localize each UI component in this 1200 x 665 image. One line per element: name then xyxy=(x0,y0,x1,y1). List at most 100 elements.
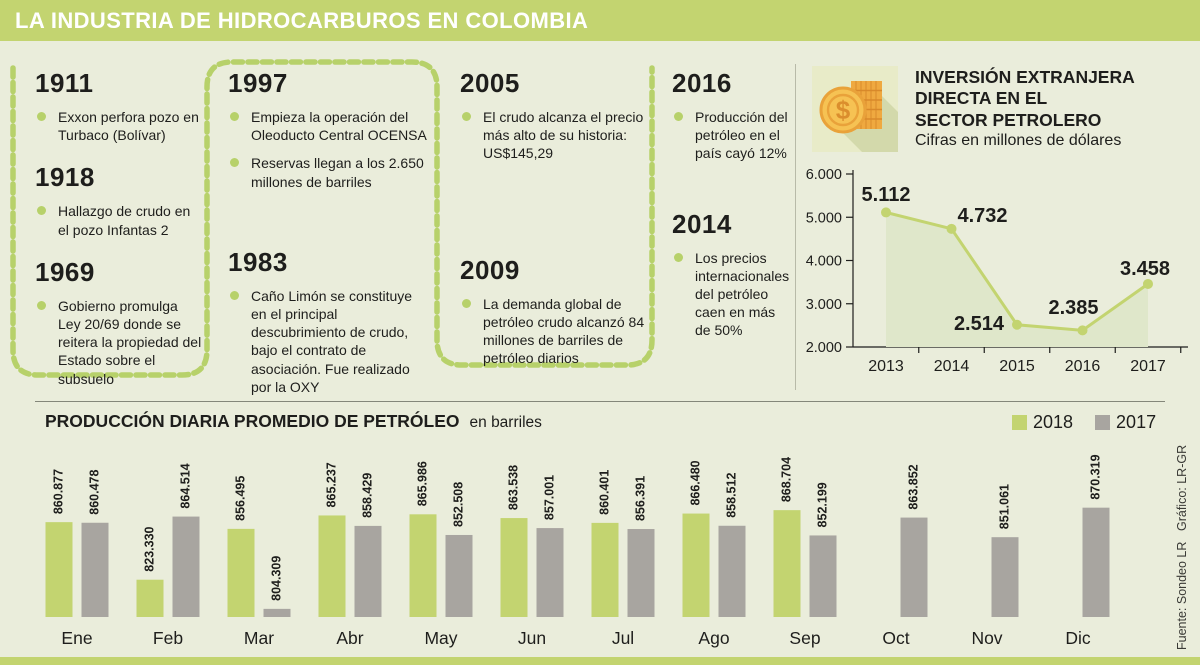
timeline-column-1: 1911 Exxon perfora pozo en Turbaco (Bolív… xyxy=(35,68,203,406)
svg-text:858.429: 858.429 xyxy=(360,473,374,518)
bullet-dot-icon xyxy=(674,252,683,262)
bullet-dot-icon xyxy=(462,112,471,121)
legend-item-2018: 2018 xyxy=(1012,412,1073,433)
legend-swatch-2017 xyxy=(1095,415,1111,430)
timeline-year: 1911 xyxy=(35,68,94,98)
timeline-bullet: Los precios internacionales del petróleo… xyxy=(672,249,790,340)
timeline-event-1911: 1911 Exxon perfora pozo en Turbaco (Bolív… xyxy=(35,68,203,144)
svg-text:$: $ xyxy=(836,95,851,125)
svg-text:Ago: Ago xyxy=(698,628,729,648)
graphic-credit: Gráfico: LR-GR xyxy=(1175,444,1189,531)
svg-text:3.458: 3.458 xyxy=(1120,258,1170,280)
timeline-year: 1983 xyxy=(228,246,288,277)
timeline-column-4: 2016 Producción del petróleo en el país c… xyxy=(672,68,790,386)
timeline-event-1969: 1969 Gobierno promulga Ley 20/69 donde se… xyxy=(35,257,203,388)
svg-text:823.330: 823.330 xyxy=(142,526,156,571)
bullet-dot-icon xyxy=(37,300,46,310)
svg-text:852.508: 852.508 xyxy=(451,482,465,527)
bullet-text: Empieza la operación del Oleoducto Centr… xyxy=(251,109,427,144)
svg-text:2017: 2017 xyxy=(1130,358,1166,375)
bullet-dot-icon xyxy=(230,112,239,121)
legend-item-2017: 2017 xyxy=(1095,412,1156,433)
svg-text:852.199: 852.199 xyxy=(815,482,829,527)
bullet-dot-icon xyxy=(37,112,46,121)
svg-text:870.319: 870.319 xyxy=(1088,454,1102,499)
timeline-event-2009: 2009 La demanda global de petróleo crudo … xyxy=(460,255,645,368)
timeline-event-2014: 2014 Los precios internacionales del petr… xyxy=(672,209,790,340)
svg-text:856.391: 856.391 xyxy=(633,476,647,521)
timeline-year: 2016 xyxy=(672,68,732,98)
svg-text:Jul: Jul xyxy=(612,628,634,648)
timeline-event-1997: 1997 Empieza la operación del Oleoducto C… xyxy=(228,68,430,191)
bullet-text: Reservas llegan a los 2.650 millones de … xyxy=(251,155,424,190)
bottom-accent-bar xyxy=(0,657,1200,665)
timeline-bullet: Hallazgo de crudo en el pozo Infantas 2 xyxy=(35,202,203,238)
bullet-text: Caño Limón se constituye en el principal… xyxy=(251,287,413,395)
timeline-path xyxy=(10,59,655,378)
svg-text:863.852: 863.852 xyxy=(906,464,920,509)
svg-text:Jun: Jun xyxy=(518,628,546,648)
bullet-text: El crudo alcanza el precio más alto de s… xyxy=(483,109,644,162)
svg-text:Mar: Mar xyxy=(244,628,274,648)
money-coins-icon: $ xyxy=(812,66,898,152)
investment-chart-title: INVERSIÓN EXTRANJERA DIRECTA EN EL SECTO… xyxy=(915,67,1135,130)
svg-text:5.112: 5.112 xyxy=(862,184,911,206)
section-divider xyxy=(35,401,1165,402)
svg-text:2016: 2016 xyxy=(1065,358,1101,375)
svg-text:4.732: 4.732 xyxy=(957,205,1007,227)
svg-text:Abr: Abr xyxy=(336,628,363,648)
bullet-dot-icon xyxy=(230,290,239,300)
timeline-column-3: 2005 El crudo alcanza el precio más alto … xyxy=(460,68,645,459)
bullet-text: Producción del petróleo en el país cayó … xyxy=(695,109,788,162)
bullet-text: Los precios internacionales del petróleo… xyxy=(695,249,790,339)
svg-text:Nov: Nov xyxy=(971,628,1002,648)
timeline-bullet: La demanda global de petróleo crudo alca… xyxy=(460,295,645,368)
svg-text:868.704: 868.704 xyxy=(779,457,793,502)
timeline-bullet: El crudo alcanza el precio más alto de s… xyxy=(460,108,645,163)
svg-text:4.000: 4.000 xyxy=(806,254,842,270)
bullet-text: Exxon perfora pozo en Turbaco (Bolívar) xyxy=(58,109,199,144)
timeline-bullet: Caño Limón se constituye en el principal… xyxy=(228,287,430,396)
svg-text:865.237: 865.237 xyxy=(324,462,338,507)
timeline-year: 1918 xyxy=(35,162,95,193)
svg-text:858.512: 858.512 xyxy=(724,473,738,518)
timeline-bullet: Gobierno promulga Ley 20/69 donde se rei… xyxy=(35,297,203,388)
timeline-year: 2014 xyxy=(672,208,732,239)
bullet-dot-icon xyxy=(462,298,471,308)
page-title: LA INDUSTRIA DE HIDROCARBUROS EN COLOMBI… xyxy=(0,0,1200,41)
svg-text:Feb: Feb xyxy=(153,628,183,648)
svg-text:857.001: 857.001 xyxy=(542,475,556,520)
timeline-year: 1997 xyxy=(228,68,288,98)
bullet-text: La demanda global de petróleo crudo alca… xyxy=(483,295,645,367)
timeline-event-2005: 2005 El crudo alcanza el precio más alto … xyxy=(460,68,645,163)
svg-text:860.877: 860.877 xyxy=(51,469,65,514)
svg-text:2014: 2014 xyxy=(934,358,970,375)
bullet-dot-icon xyxy=(230,158,239,168)
vertical-divider xyxy=(795,64,796,390)
svg-text:Sep: Sep xyxy=(789,628,820,648)
svg-text:866.480: 866.480 xyxy=(688,460,702,505)
timeline-bullet: Exxon perfora pozo en Turbaco (Bolívar) xyxy=(35,108,203,144)
svg-text:2.514: 2.514 xyxy=(954,313,1005,335)
bullet-dot-icon xyxy=(37,206,46,216)
timeline-year: 2009 xyxy=(460,254,520,285)
bullet-dot-icon xyxy=(674,112,683,121)
svg-text:2015: 2015 xyxy=(999,358,1035,375)
svg-text:2.000: 2.000 xyxy=(806,340,842,356)
svg-text:6.000: 6.000 xyxy=(806,167,842,183)
svg-text:Ene: Ene xyxy=(61,628,92,648)
svg-text:2013: 2013 xyxy=(868,358,904,375)
timeline-bullet: Empieza la operación del Oleoducto Centr… xyxy=(228,108,430,144)
svg-text:5.000: 5.000 xyxy=(806,210,842,226)
legend: 2018 2017 xyxy=(1012,412,1156,433)
svg-text:Oct: Oct xyxy=(882,628,909,648)
legend-swatch-2018 xyxy=(1012,415,1027,430)
timeline-year: 1969 xyxy=(35,256,95,287)
timeline-bullet: Producción del petróleo en el país cayó … xyxy=(672,108,790,163)
timeline-event-2016: 2016 Producción del petróleo en el país c… xyxy=(672,68,790,163)
bullet-text: Gobierno promulga Ley 20/69 donde se rei… xyxy=(58,297,202,387)
timeline-year: 2005 xyxy=(460,68,520,98)
svg-text:864.514: 864.514 xyxy=(178,463,192,508)
bullet-text: Hallazgo de crudo en el pozo Infantas 2 xyxy=(58,203,191,238)
investment-chart-subtitle: Cifras en millones de dólares xyxy=(915,132,1122,149)
